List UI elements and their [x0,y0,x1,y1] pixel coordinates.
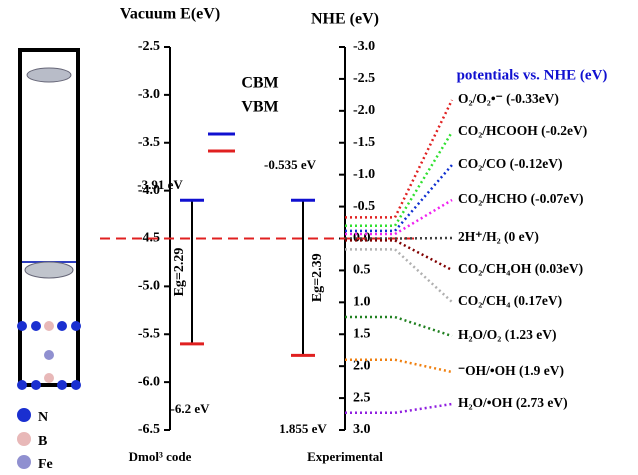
axis-title: NHE (eV) [311,11,379,28]
cbm-label: -3.91 eV [137,177,183,192]
potential-label: CO₂/HCOOH (-0.2eV) [458,123,587,138]
potential-label: CO₂/CH₄OH (0.03eV) [458,261,583,276]
potential-label: H₂O/O₂ (1.23 eV) [458,327,556,342]
legend-label: Fe [38,457,53,470]
crystal-structure [17,50,81,469]
tick-label: -2.5 [353,71,375,86]
tick-label: -3.5 [138,135,160,150]
tick-label: -5.5 [138,326,160,341]
potentials-title: potentials vs. NHE (eV) [457,67,608,83]
tick-label: 3.0 [353,422,371,437]
cbm-label: -0.535 eV [264,157,317,172]
vbm-label: -6.2 eV [171,401,211,416]
tick-label: -3.0 [138,87,160,102]
tick-label: -0.5 [353,199,375,214]
legend-label: VBM [241,99,278,116]
potential-label: H₂O/•OH (2.73 eV) [458,395,568,410]
tick-label: 1.0 [353,295,371,310]
potential-label: CO₂/HCHO (-0.07eV) [458,191,584,206]
potential-line [345,238,452,239]
gap-label: Eg=2.29 [172,248,187,297]
potential-line [345,404,452,413]
tick-label: -6.0 [138,374,160,389]
potential-label: ⁻OH/•OH (1.9 eV) [458,363,564,378]
legend-label: CBM [241,75,278,92]
tick-label: -3.0 [353,39,375,54]
potential-label: CO₂/CO (-0.12eV) [458,156,563,171]
tick-label: -5.0 [138,279,160,294]
potential-label: 2H⁺/H₂ (0 eV) [458,229,539,244]
tick-label: -1.5 [353,135,375,150]
chart: N B Fe Vacuum E(eV) NHE (eV) potentials … [0,0,638,470]
gap-label: Eg=2.39 [310,253,325,302]
axis-title: Vacuum E(eV) [120,6,220,23]
tick-label: -2.5 [138,39,160,54]
column-label: Dmol³ code [129,449,192,464]
tick-label: 0.5 [353,263,371,278]
potential-label: O₂/O₂•⁻ (-0.33eV) [458,91,559,106]
tick-label: 1.5 [353,326,371,341]
column-label: Experimental [307,449,383,464]
legend-label: B [38,434,47,449]
tick-label: -1.0 [353,167,375,182]
potential-label: CO₂/CH₄ (0.17eV) [458,293,562,308]
tick-label: -2.0 [353,103,375,118]
vbm-label: 1.855 eV [279,421,327,436]
legend-label: N [38,410,48,425]
tick-label: 2.5 [353,390,371,405]
tick-label: -6.5 [138,422,160,437]
